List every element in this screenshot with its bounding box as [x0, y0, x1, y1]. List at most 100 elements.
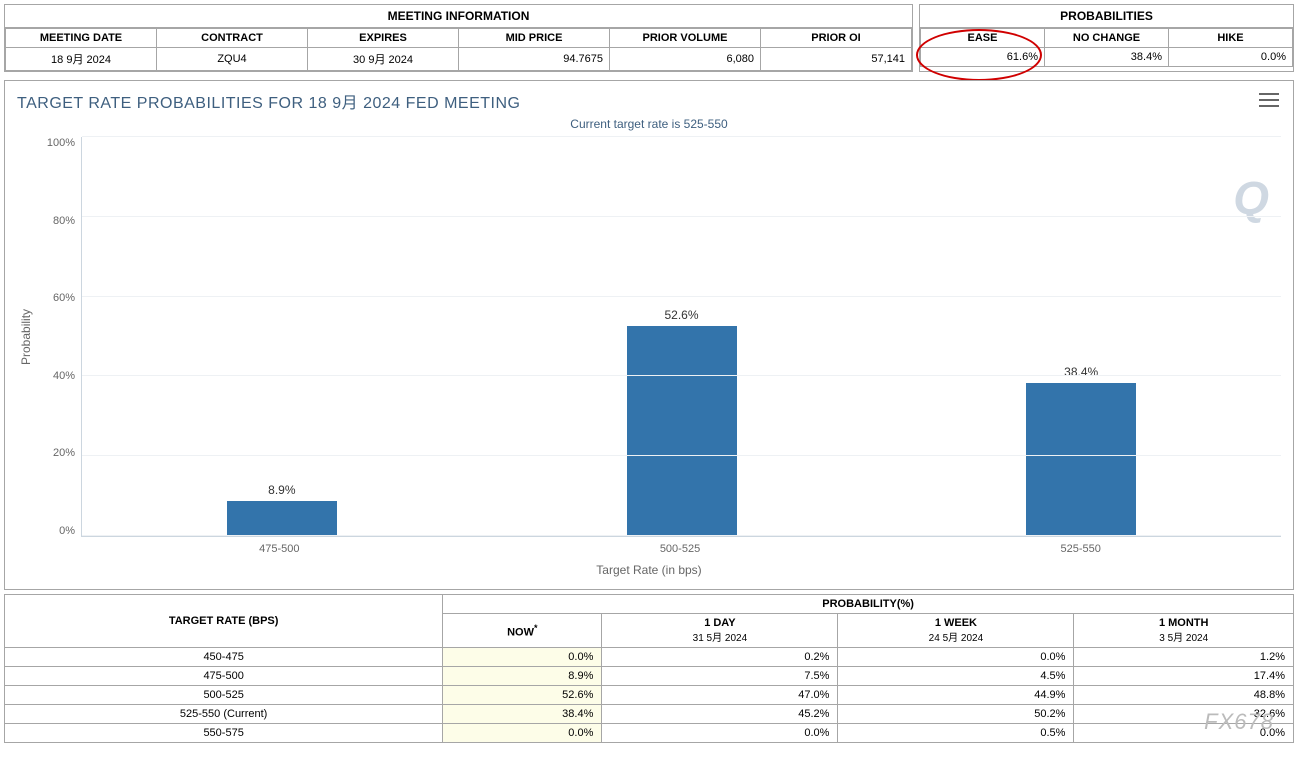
cell-prob: 0.0% — [443, 724, 602, 743]
cell-prob: 8.9% — [443, 667, 602, 686]
chart-panel: TARGET RATE PROBABILITIES FOR 18 9月 2024… — [4, 80, 1294, 590]
bar[interactable] — [1026, 383, 1136, 536]
cell-prior-oi: 57,141 — [761, 48, 912, 71]
ytick: 20% — [53, 447, 75, 459]
col-contract: CONTRACT — [157, 29, 308, 48]
table-row: 18 9月 2024 ZQU4 30 9月 2024 94.7675 6,080… — [6, 48, 912, 71]
plot-area: Probability 100% 80% 60% 40% 20% 0% 8.9%… — [17, 137, 1281, 537]
cell-prior-volume: 6,080 — [610, 48, 761, 71]
chart-subtitle: Current target rate is 525-550 — [17, 117, 1281, 131]
col-no-change: NO CHANGE — [1045, 29, 1169, 48]
cell-prob: 32.6% — [1074, 705, 1294, 724]
table-row: MEETING DATE CONTRACT EXPIRES MID PRICE … — [6, 29, 912, 48]
cell-prob: 0.0% — [443, 648, 602, 667]
bar-slot: 8.9% — [82, 137, 482, 536]
cell-prob: 44.9% — [838, 686, 1074, 705]
chart-title: TARGET RATE PROBABILITIES FOR 18 9月 2024… — [17, 89, 1281, 113]
cell-prob: 45.2% — [602, 705, 838, 724]
table-row: 61.6% 38.4% 0.0% — [921, 48, 1293, 67]
xtick: 475-500 — [79, 537, 480, 555]
cell-prob: 0.2% — [602, 648, 838, 667]
cell-expires: 30 9月 2024 — [308, 48, 459, 71]
col-probability-group: PROBABILITY(%) — [443, 595, 1294, 614]
cell-prob: 52.6% — [443, 686, 602, 705]
history-panel: TARGET RATE (BPS) PROBABILITY(%) NOW*1 D… — [4, 594, 1294, 743]
gridline — [82, 375, 1281, 376]
meeting-info-title: MEETING INFORMATION — [5, 5, 912, 28]
bar-value-label: 38.4% — [1064, 365, 1098, 379]
cell-prob: 0.0% — [602, 724, 838, 743]
hamburger-menu-icon[interactable] — [1259, 91, 1279, 109]
bar-slot: 38.4% — [881, 137, 1281, 536]
col-hike: HIKE — [1169, 29, 1293, 48]
bar-slot: 52.6% — [482, 137, 882, 536]
y-axis-label: Probability — [17, 137, 35, 537]
table-row: TARGET RATE (BPS) PROBABILITY(%) — [5, 595, 1294, 614]
cell-no-change: 38.4% — [1045, 48, 1169, 67]
cell-prob: 0.0% — [1074, 724, 1294, 743]
col-meeting-date: MEETING DATE — [6, 29, 157, 48]
col-mid-price: MID PRICE — [459, 29, 610, 48]
probabilities-panel: PROBABILITIES EASE NO CHANGE HIKE 61.6% … — [919, 4, 1294, 72]
col-period: 1 WEEK24 5月 2024 — [838, 614, 1074, 648]
bar[interactable] — [627, 326, 737, 536]
cell-rate-label: 475-500 — [5, 667, 443, 686]
cell-ease: 61.6% — [921, 48, 1045, 67]
gridline — [82, 535, 1281, 536]
gridline — [82, 216, 1281, 217]
col-period: 1 MONTH3 5月 2024 — [1074, 614, 1294, 648]
col-expires: EXPIRES — [308, 29, 459, 48]
cell-prob: 0.0% — [838, 648, 1074, 667]
ytick: 100% — [47, 137, 75, 149]
cell-rate-label: 525-550 (Current) — [5, 705, 443, 724]
table-row: EASE NO CHANGE HIKE — [921, 29, 1293, 48]
ytick: 60% — [53, 292, 75, 304]
ytick: 0% — [59, 525, 75, 537]
gridline — [82, 455, 1281, 456]
col-ease: EASE — [921, 29, 1045, 48]
gridline — [82, 136, 1281, 137]
cell-prob: 1.2% — [1074, 648, 1294, 667]
probabilities-table: EASE NO CHANGE HIKE 61.6% 38.4% 0.0% — [920, 28, 1293, 67]
table-row: 450-4750.0%0.2%0.0%1.2% — [5, 648, 1294, 667]
gridline — [82, 296, 1281, 297]
cell-rate-label: 450-475 — [5, 648, 443, 667]
cell-prob: 7.5% — [602, 667, 838, 686]
cell-rate-label: 500-525 — [5, 686, 443, 705]
cell-prob: 48.8% — [1074, 686, 1294, 705]
top-tables-row: MEETING INFORMATION MEETING DATE CONTRAC… — [0, 0, 1298, 76]
bar-value-label: 8.9% — [268, 483, 295, 497]
meeting-info-table: MEETING DATE CONTRACT EXPIRES MID PRICE … — [5, 28, 912, 71]
ytick: 40% — [53, 370, 75, 382]
cell-meeting-date: 18 9月 2024 — [6, 48, 157, 71]
table-row: 475-5008.9%7.5%4.5%17.4% — [5, 667, 1294, 686]
bars-container: 8.9% 52.6% 38.4% — [82, 137, 1281, 536]
bar-value-label: 52.6% — [664, 308, 698, 322]
cell-prob: 0.5% — [838, 724, 1074, 743]
history-table: TARGET RATE (BPS) PROBABILITY(%) NOW*1 D… — [4, 594, 1294, 743]
table-row: 550-5750.0%0.0%0.5%0.0% — [5, 724, 1294, 743]
cell-prob: 17.4% — [1074, 667, 1294, 686]
col-prior-volume: PRIOR VOLUME — [610, 29, 761, 48]
xtick: 525-550 — [880, 537, 1281, 555]
table-row: 525-550 (Current)38.4%45.2%50.2%32.6% — [5, 705, 1294, 724]
cell-hike: 0.0% — [1169, 48, 1293, 67]
cell-prob: 47.0% — [602, 686, 838, 705]
col-period: 1 DAY31 5月 2024 — [602, 614, 838, 648]
col-prior-oi: PRIOR OI — [761, 29, 912, 48]
xtick: 500-525 — [480, 537, 881, 555]
cell-prob: 38.4% — [443, 705, 602, 724]
ytick: 80% — [53, 215, 75, 227]
bar[interactable] — [227, 501, 337, 537]
cell-contract: ZQU4 — [157, 48, 308, 71]
col-period: NOW* — [443, 614, 602, 648]
cell-prob: 4.5% — [838, 667, 1074, 686]
cell-prob: 50.2% — [838, 705, 1074, 724]
cell-rate-label: 550-575 — [5, 724, 443, 743]
col-target-rate: TARGET RATE (BPS) — [5, 595, 443, 648]
probabilities-title: PROBABILITIES — [920, 5, 1293, 28]
table-row: 500-52552.6%47.0%44.9%48.8% — [5, 686, 1294, 705]
x-axis-label: Target Rate (in bps) — [17, 563, 1281, 577]
plot-canvas: 8.9% 52.6% 38.4% — [81, 137, 1281, 537]
y-axis-ticks: 100% 80% 60% 40% 20% 0% — [35, 137, 81, 537]
